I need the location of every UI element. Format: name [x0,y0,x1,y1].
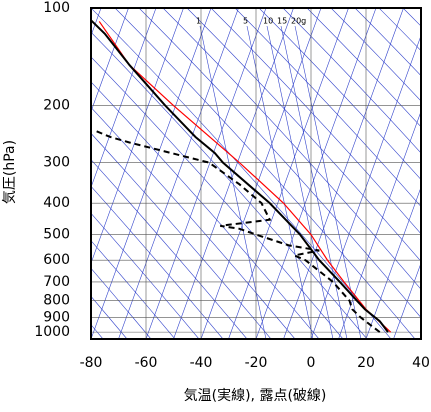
dry-adiabat [403,8,431,339]
dry-adiabat [0,8,199,339]
x-tick-label: -20 [245,355,268,371]
isotherm [339,8,431,339]
dry-adiabat [0,8,151,339]
y-tick-label: 900 [43,309,70,325]
isotherm [311,8,431,339]
isotherm [229,8,349,339]
isotherm [256,8,376,339]
x-tick-label: -60 [135,355,158,371]
dry-adiabat [259,8,431,339]
mixing-ratio-label: 15 [277,17,287,26]
profile-line [86,15,389,332]
y-tick-label: 400 [43,195,70,211]
x-tick-label: -80 [80,355,103,371]
profile-line [99,21,391,332]
y-tick-label: 200 [43,98,70,114]
x-tick-label: -40 [190,355,213,371]
mixing-ratio-label: 10 [263,17,273,26]
y-tick-label: 100 [43,0,70,16]
y-tick-label: 300 [43,155,70,171]
dry-adiabat [355,8,431,339]
dry-adiabat [379,8,431,339]
isotherm [394,8,431,339]
y-tick-label: 600 [43,252,70,268]
isotherm [174,8,294,339]
dry-adiabat [283,8,431,339]
dry-adiabat [115,8,415,339]
dry-adiabat [0,8,271,339]
x-tick-label: 0 [307,355,316,371]
mixing-ratio-line [267,26,333,339]
mixing-ratio-line [247,26,313,339]
dry-adiabat [163,8,431,339]
mixing-ratio-label: 1 [196,17,201,26]
dry-adiabat [139,8,431,339]
mixing-ratio-label: 20g [291,17,306,26]
x-axis-label: 気温(実線), 露点(破線) [184,388,327,404]
isotherm [201,8,321,339]
dry-adiabat [0,8,175,339]
grid [91,8,421,339]
mixing-ratio-label: 5 [243,17,248,26]
dry-adiabat [67,8,367,339]
dry-adiabat [211,8,431,339]
dry-adiabat [307,8,431,339]
mixing-ratio-line [281,26,347,339]
y-tick-label: 1000 [34,324,70,340]
x-tick-label: 20 [357,355,375,371]
y-tick-label: 800 [43,293,70,309]
isotherm [119,8,239,339]
y-axis-label: 気圧(hPa) [2,140,18,204]
y-tick-label: 700 [43,274,70,290]
x-tick-label: 40 [412,355,430,371]
isotherm [421,8,431,339]
dry-adiabat [235,8,431,339]
dry-adiabat [427,8,431,339]
y-tick-label: 500 [43,227,70,243]
dry-adiabat [0,8,223,339]
